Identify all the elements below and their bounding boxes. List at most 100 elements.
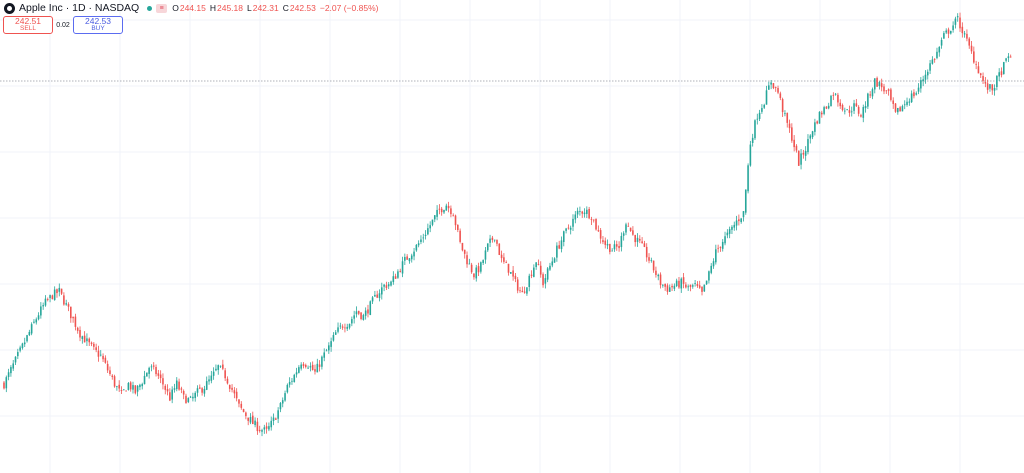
candle-body bbox=[814, 122, 816, 132]
symbol-header: Apple Inc · 1D · NASDAQ ≡ O 244.15 H 245… bbox=[4, 1, 382, 15]
open-value: 244.15 bbox=[179, 3, 206, 13]
candle-body bbox=[125, 390, 127, 392]
candle-body bbox=[503, 257, 505, 262]
candle-body bbox=[770, 82, 772, 85]
candle-body bbox=[208, 379, 210, 382]
candle-body bbox=[355, 311, 358, 315]
candle-body bbox=[768, 85, 770, 90]
candle-body bbox=[222, 364, 224, 369]
candle-body bbox=[818, 111, 821, 124]
candle-body bbox=[88, 338, 91, 343]
candle-body bbox=[733, 224, 736, 228]
candle-body bbox=[922, 79, 924, 82]
candle-body bbox=[579, 211, 581, 212]
ohlc-values: O 244.15 H 245.18 L 242.31 C 242.53 −2.0… bbox=[172, 3, 382, 13]
candle-body bbox=[49, 295, 51, 299]
candle-body bbox=[420, 239, 422, 243]
candle-body bbox=[17, 352, 19, 357]
candle-body bbox=[19, 347, 21, 351]
candle-body bbox=[516, 279, 519, 291]
candle-body bbox=[443, 210, 445, 213]
candle-body bbox=[380, 287, 383, 295]
candle-body bbox=[779, 93, 782, 99]
candle-body bbox=[979, 73, 982, 76]
candle-body bbox=[139, 384, 141, 388]
candle-body bbox=[521, 290, 524, 293]
candle-body bbox=[102, 355, 104, 360]
candle-body bbox=[351, 319, 353, 324]
candle-body bbox=[698, 285, 701, 288]
candle-body bbox=[111, 375, 114, 377]
candle-body bbox=[201, 388, 203, 393]
candle-body bbox=[429, 225, 431, 229]
candle-body bbox=[855, 103, 858, 107]
candle-body bbox=[295, 372, 298, 375]
candle-body bbox=[415, 244, 418, 251]
candle-body bbox=[954, 18, 957, 25]
candle-body bbox=[685, 284, 687, 288]
candle-body bbox=[500, 254, 503, 259]
candle-body bbox=[887, 89, 890, 91]
candle-body bbox=[14, 356, 17, 363]
candle-body bbox=[791, 127, 793, 141]
candle-body bbox=[387, 284, 390, 287]
candle-body bbox=[512, 270, 514, 277]
candle-body bbox=[178, 381, 180, 390]
candle-body bbox=[615, 244, 618, 247]
candle-body bbox=[696, 284, 699, 286]
candle-body bbox=[109, 370, 111, 375]
candle-body bbox=[903, 104, 906, 106]
candle-body bbox=[724, 236, 726, 244]
candle-body bbox=[537, 264, 540, 265]
candle-body bbox=[378, 293, 381, 298]
candle-body bbox=[562, 231, 565, 242]
candle-body bbox=[311, 364, 314, 370]
candle-body bbox=[450, 208, 452, 215]
candle-body bbox=[551, 261, 554, 266]
candle-body bbox=[710, 265, 713, 273]
candle-body bbox=[67, 304, 70, 307]
candle-body bbox=[892, 100, 895, 104]
candle-body bbox=[90, 342, 93, 345]
candle-body bbox=[21, 343, 24, 349]
symbol-title[interactable]: Apple Inc · 1D · NASDAQ bbox=[19, 2, 140, 14]
candle-body bbox=[629, 227, 632, 231]
candle-body bbox=[901, 106, 904, 112]
candle-body bbox=[940, 39, 943, 46]
candle-body bbox=[245, 412, 247, 417]
candle-body bbox=[277, 410, 279, 419]
candle-body bbox=[572, 218, 574, 227]
candle-body bbox=[945, 30, 947, 33]
candle-body bbox=[961, 26, 964, 34]
candle-body bbox=[256, 421, 259, 432]
candle-body bbox=[86, 338, 88, 342]
candle-body bbox=[606, 244, 609, 246]
candle-body bbox=[885, 90, 888, 92]
candle-body bbox=[169, 392, 171, 401]
candle-body bbox=[196, 388, 199, 393]
candle-body bbox=[192, 396, 194, 399]
candle-body bbox=[272, 417, 275, 421]
data-status-icon[interactable]: ≡ bbox=[156, 3, 168, 13]
candle-body bbox=[127, 382, 130, 390]
candle-body bbox=[899, 107, 901, 112]
candle-body bbox=[597, 230, 600, 232]
candle-body bbox=[763, 104, 766, 108]
candle-body bbox=[199, 387, 201, 389]
candle-body bbox=[136, 385, 139, 392]
buy-button[interactable]: 242.53 BUY bbox=[73, 16, 123, 34]
candle-body bbox=[549, 265, 551, 270]
candle-body bbox=[846, 109, 848, 111]
candle-body bbox=[1005, 58, 1007, 61]
candle-body bbox=[364, 310, 367, 316]
candle-body bbox=[143, 375, 146, 385]
candle-body bbox=[164, 385, 167, 390]
candle-body bbox=[228, 384, 231, 389]
candle-body bbox=[834, 93, 837, 95]
candle-body bbox=[344, 327, 346, 329]
candle-body bbox=[146, 372, 148, 377]
sell-button[interactable]: 242.51 SELL bbox=[3, 16, 53, 34]
spread-value: 0.02 bbox=[56, 21, 70, 29]
